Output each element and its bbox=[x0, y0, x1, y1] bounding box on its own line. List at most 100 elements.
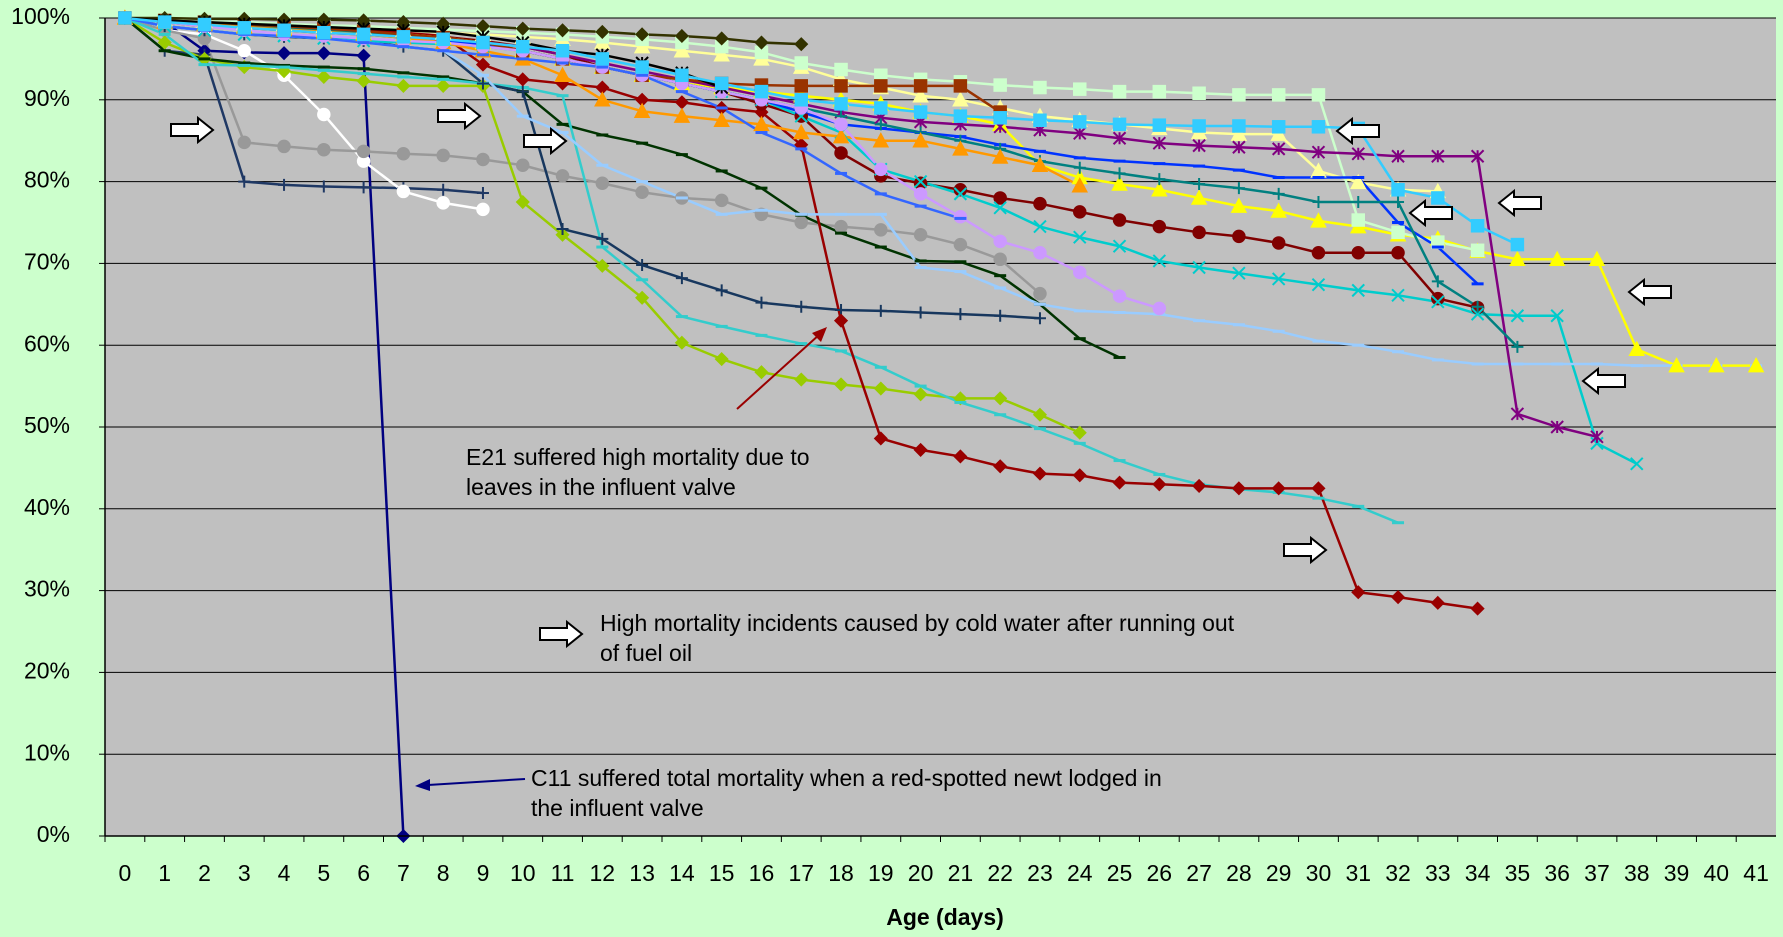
marker-star bbox=[1271, 142, 1286, 156]
marker-circle bbox=[993, 252, 1007, 267]
marker-x bbox=[1391, 288, 1405, 303]
x-tick-label: 11 bbox=[551, 860, 575, 886]
marker-x bbox=[1630, 457, 1644, 471]
block-arrow-left bbox=[1408, 198, 1453, 228]
x-tick-label: 26 bbox=[1147, 860, 1173, 886]
marker-square bbox=[118, 11, 132, 25]
y-tick-label: 10% bbox=[24, 739, 70, 765]
marker-diamond bbox=[913, 442, 928, 457]
x-tick-label: 29 bbox=[1266, 860, 1292, 886]
marker-triangle bbox=[872, 132, 890, 148]
x-tick-label: 5 bbox=[317, 860, 330, 886]
marker-plus bbox=[1511, 340, 1524, 353]
marker-plus bbox=[476, 187, 489, 200]
marker-triangle bbox=[1548, 250, 1566, 267]
marker-circle bbox=[834, 219, 848, 234]
marker-circle bbox=[874, 223, 888, 237]
marker-triangle bbox=[1230, 197, 1248, 213]
axes: 0%10%20%30%40%50%60%70%80%90%100%0 1 2 3 4 5 6… bbox=[11, 3, 1776, 886]
marker-diamond bbox=[1072, 468, 1087, 483]
marker-circle bbox=[913, 228, 928, 242]
block-arrow-right bbox=[437, 101, 482, 131]
marker-triangle bbox=[1031, 156, 1049, 172]
marker-x bbox=[1112, 239, 1127, 253]
marker-circle bbox=[874, 162, 888, 177]
marker-plus bbox=[1392, 196, 1405, 209]
marker-diamond bbox=[1390, 590, 1406, 605]
marker-x bbox=[953, 187, 968, 201]
marker-x bbox=[1152, 254, 1167, 268]
marker-triangle bbox=[832, 128, 850, 144]
marker-plus bbox=[1033, 312, 1046, 325]
block-arrow-left bbox=[1627, 277, 1672, 307]
marker-diamond bbox=[1351, 585, 1366, 600]
marker-square bbox=[1311, 88, 1326, 102]
marker-square bbox=[913, 105, 928, 119]
marker-triangle bbox=[1588, 250, 1606, 267]
marker-triangle bbox=[792, 123, 810, 140]
x-tick-label: 28 bbox=[1226, 860, 1252, 886]
block-arrow-left bbox=[1335, 116, 1380, 146]
x-tick-label: 23 bbox=[1027, 860, 1053, 886]
marker-x bbox=[913, 174, 928, 189]
block-arrow-right bbox=[1283, 535, 1328, 565]
marker-diamond bbox=[635, 27, 650, 42]
y-tick-label: 30% bbox=[24, 576, 70, 602]
marker-triangle bbox=[633, 38, 651, 54]
x-tick-label: 34 bbox=[1465, 860, 1491, 886]
marker-square bbox=[1033, 113, 1047, 127]
x-tick-label: 19 bbox=[868, 860, 894, 886]
x-tick-label: 31 bbox=[1345, 860, 1371, 886]
marker-diamond bbox=[635, 290, 650, 305]
marker-x bbox=[1192, 260, 1206, 275]
marker-square bbox=[953, 79, 968, 93]
marker-star bbox=[1232, 140, 1246, 154]
marker-circle bbox=[953, 183, 968, 197]
series-line bbox=[124, 16, 484, 211]
marker-plus bbox=[874, 118, 887, 131]
x-tick-label: 32 bbox=[1385, 860, 1411, 886]
marker-square bbox=[1232, 119, 1246, 133]
marker-square bbox=[675, 68, 689, 83]
marker-diamond bbox=[276, 46, 292, 61]
marker-square bbox=[1470, 219, 1485, 233]
marker-diamond bbox=[475, 57, 491, 72]
annotation-pointer bbox=[736, 333, 821, 410]
marker-plus bbox=[914, 306, 927, 319]
marker-square bbox=[277, 23, 291, 38]
marker-triangle bbox=[1747, 357, 1765, 373]
block-arrow-right bbox=[523, 126, 568, 156]
marker-diamond bbox=[913, 387, 928, 402]
marker-diamond bbox=[674, 28, 689, 44]
x-tick-label: 40 bbox=[1704, 860, 1730, 886]
marker-square bbox=[317, 25, 331, 40]
marker-circle bbox=[834, 146, 848, 160]
x-tick-label: 24 bbox=[1067, 860, 1093, 886]
marker-diamond bbox=[316, 46, 331, 61]
marker-triangle bbox=[594, 91, 611, 107]
marker-star bbox=[1073, 126, 1087, 141]
marker-circle bbox=[1152, 219, 1167, 234]
marker-plus bbox=[675, 272, 688, 285]
marker-square bbox=[197, 17, 212, 32]
marker-plus bbox=[1312, 196, 1325, 209]
x-tick-label: 2 bbox=[198, 860, 211, 886]
x-tick-label: 30 bbox=[1306, 860, 1332, 886]
marker-square bbox=[794, 79, 808, 93]
x-tick-label: 18 bbox=[828, 860, 854, 886]
marker-square bbox=[874, 79, 888, 93]
marker-circle bbox=[237, 43, 251, 58]
marker-square bbox=[396, 30, 411, 44]
marker-diamond bbox=[1430, 595, 1445, 610]
marker-square bbox=[794, 93, 808, 107]
marker-diamond bbox=[873, 431, 888, 446]
marker-circle bbox=[794, 215, 808, 230]
series-line bbox=[124, 16, 723, 89]
y-tick-label: 0% bbox=[37, 821, 70, 847]
marker-square bbox=[953, 109, 968, 123]
y-tick-label: 40% bbox=[24, 494, 70, 520]
marker-circle bbox=[436, 148, 450, 163]
marker-diamond bbox=[595, 24, 610, 39]
marker-square bbox=[436, 32, 450, 47]
marker-plus bbox=[1113, 167, 1126, 180]
